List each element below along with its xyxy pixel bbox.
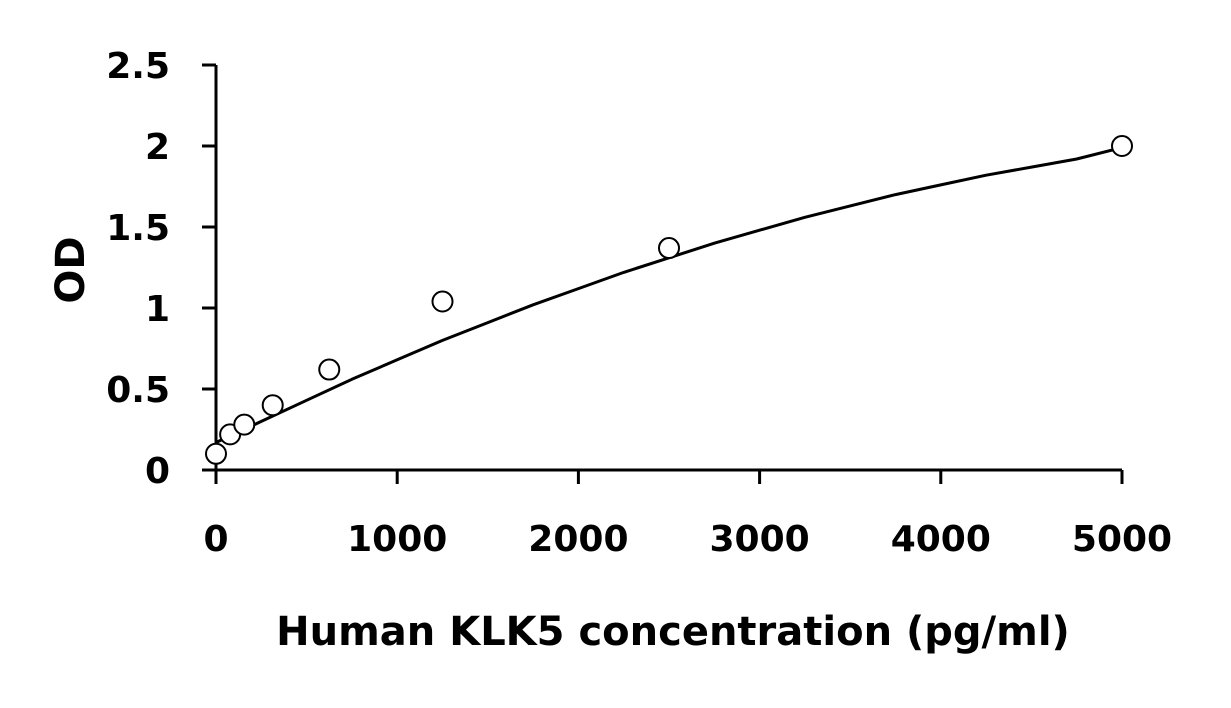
y-tick-label: 0: [145, 451, 170, 492]
y-axis: 0 0.5 1 1.5 2 2.5: [106, 46, 218, 492]
fit-curve-group: [215, 146, 1123, 444]
x-tick-label: 1000: [347, 519, 447, 560]
x-tick-label: 2000: [528, 519, 628, 560]
y-tick-label: 2: [145, 127, 170, 168]
y-tick-label: 0.5: [106, 370, 170, 411]
y-tick-label: 2.5: [106, 46, 170, 87]
data-points: [205, 135, 1133, 465]
x-axis: 0 1000 2000 3000 4000 5000: [203, 468, 1172, 560]
data-point: [431, 290, 454, 313]
x-tick-label: 5000: [1072, 519, 1172, 560]
y-tick-label: 1.5: [106, 208, 170, 249]
fit-curve-line: [215, 146, 1123, 444]
x-tick-label: 3000: [709, 519, 809, 560]
data-point: [261, 394, 284, 417]
y-tick-label: 1: [145, 289, 170, 330]
data-point: [658, 237, 680, 260]
data-point: [318, 358, 341, 381]
y-axis-title: OD: [48, 236, 94, 303]
data-point: [205, 442, 227, 465]
data-point: [233, 413, 256, 436]
x-tick-label: 4000: [891, 519, 991, 560]
x-axis-title: Human KLK5 concentration (pg/ml): [276, 609, 1070, 655]
x-tick-label: 0: [203, 519, 228, 560]
data-point: [1111, 135, 1133, 157]
